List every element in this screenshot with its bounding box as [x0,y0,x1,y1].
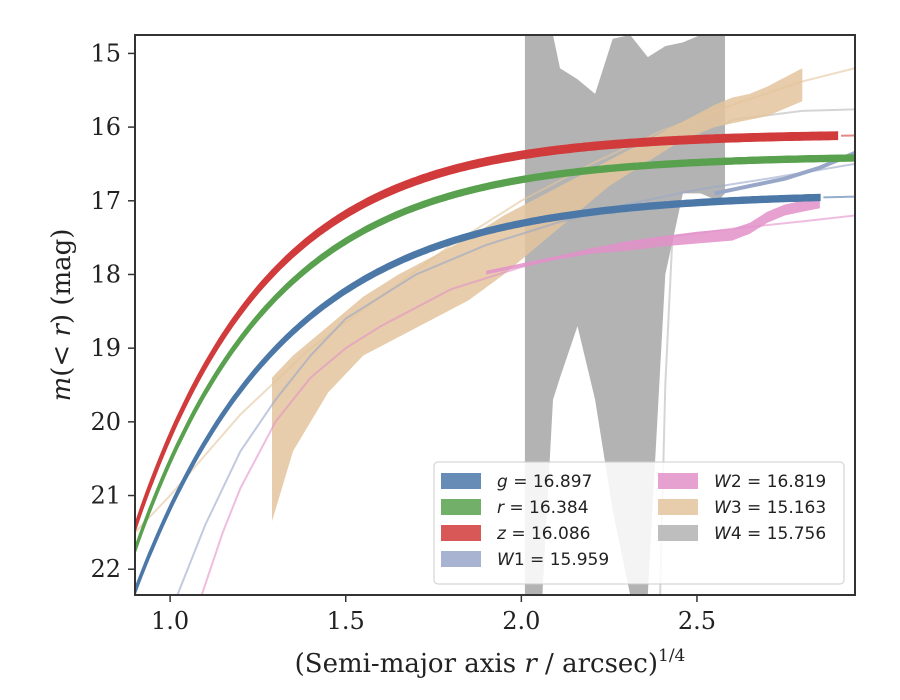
series-z-data-band [135,131,839,532]
y-tick-label: 15 [90,39,121,67]
y-tick-label: 19 [90,334,121,362]
legend-swatch-w1 [441,551,481,567]
y-axis: 15 16 17 18 19 20 21 22 [90,39,135,583]
legend-label-w4: W4 = 15.756 [714,524,826,544]
y-tick-label: 20 [90,408,121,436]
legend-label-g: g = 16.897 [497,472,592,492]
legend: g = 16.897 r = 16.384 z = 16.086 W1 = 15.95… [433,461,845,585]
legend-label-r: r = 16.384 [497,498,589,518]
series-g-data-band [135,193,821,595]
x-tick-label: 1.0 [151,607,189,635]
series-w1-data-band [714,151,855,196]
series-g-model-line [823,195,855,199]
y-axis-title: m(< r) (mag) [47,229,77,402]
x-tick-label: 2.5 [678,607,716,635]
series-r-model-line [135,156,855,551]
x-tick-label: 1.5 [327,607,365,635]
legend-swatch-g [441,473,481,489]
legend-box [433,461,845,585]
legend-label-z: z = 16.086 [496,524,590,544]
legend-label-w1: W1 = 15.959 [497,550,609,570]
y-tick-label: 21 [90,482,121,510]
x-axis: 1.0 1.5 2.0 2.5 [151,595,716,635]
legend-label-w3: W3 = 15.163 [714,498,826,518]
legend-swatch-r [441,499,481,515]
y-tick-label: 22 [90,555,121,583]
legend-label-w2: W2 = 16.819 [714,472,826,492]
plot-frame [134,34,856,596]
y-tick-label: 17 [90,187,121,215]
legend-swatch-w3 [658,499,698,515]
series-w3-data-band [272,68,803,522]
x-tick-label: 2.0 [502,607,540,635]
x-axis-title: (Semi-major axis r / arcsec)1/4 [295,646,686,679]
series-g-model-line [135,196,820,592]
plot-area [135,35,855,595]
series-w1-model-line [176,162,855,595]
legend-swatch-w2 [658,473,698,489]
legend-swatch-w4 [658,525,698,541]
series-z-model-line [135,134,838,529]
series-w2-data-band [486,197,820,275]
legend-swatch-z [441,525,481,541]
y-tick-label: 16 [90,113,121,141]
series-r-data-band [135,154,855,554]
y-tick-label: 18 [90,260,121,288]
